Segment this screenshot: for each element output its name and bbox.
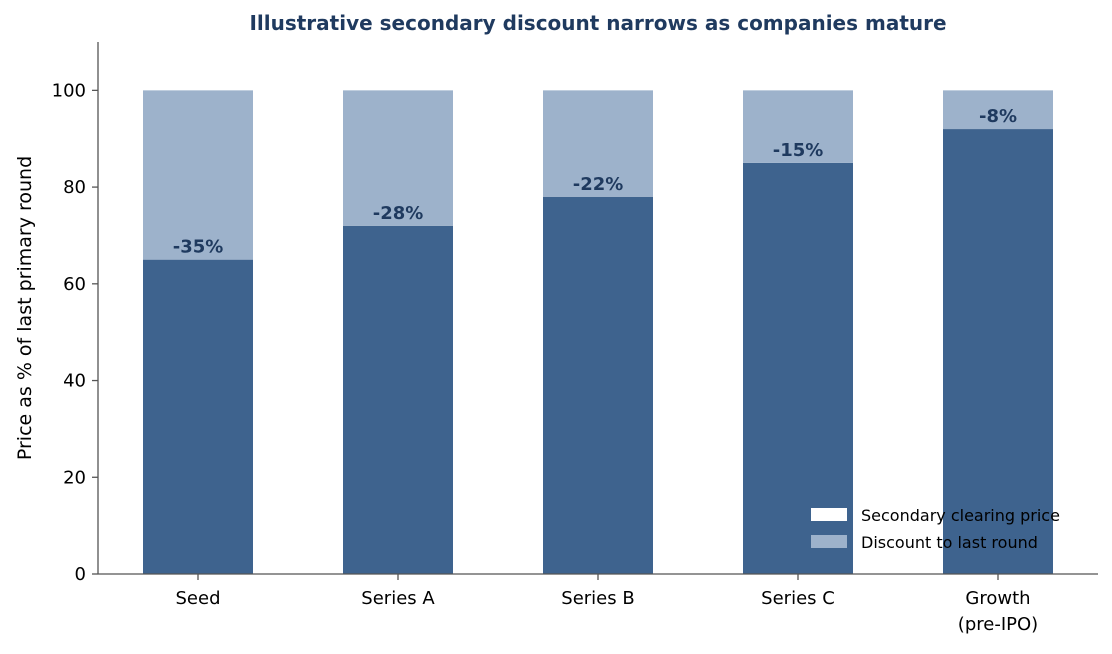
data-label: -28% xyxy=(373,203,424,224)
y-tick-label: 100 xyxy=(52,80,86,101)
x-tick-label: Growth xyxy=(965,588,1030,609)
x-tick-label: Series C xyxy=(761,588,835,609)
bar-secondary-price xyxy=(943,129,1053,574)
y-tick-label: 20 xyxy=(63,467,86,488)
legend-label: Secondary clearing price xyxy=(861,506,1060,525)
bar-discount xyxy=(143,90,253,260)
x-tick-label: Seed xyxy=(176,588,221,609)
bar-secondary-price xyxy=(743,162,853,574)
y-tick-label: 60 xyxy=(63,274,86,295)
data-label: -8% xyxy=(979,106,1017,127)
bar-secondary-price xyxy=(543,196,653,574)
legend: Secondary clearing price Discount to last… xyxy=(811,506,1060,552)
y-tick-label: 0 xyxy=(75,564,86,585)
data-label: -22% xyxy=(573,174,624,195)
bar-discount xyxy=(943,90,1053,130)
x-tick-label: (pre-IPO) xyxy=(958,614,1038,635)
bar-discount xyxy=(743,90,853,163)
bar-discount xyxy=(543,90,653,197)
y-tick-label: 40 xyxy=(63,371,86,392)
chart-title: Illustrative secondary discount narrows … xyxy=(249,11,946,35)
data-label: -35% xyxy=(173,237,224,258)
bar-secondary-price xyxy=(143,259,253,574)
bar-secondary-price xyxy=(343,225,453,575)
y-axis-label: Price as % of last primary round xyxy=(14,156,36,460)
legend-swatch-discount xyxy=(811,535,847,548)
data-label: -15% xyxy=(773,140,824,161)
x-tick-label: Series A xyxy=(361,588,435,609)
bar-discount xyxy=(343,90,453,226)
x-tick-label: Series B xyxy=(561,588,634,609)
y-tick-label: 80 xyxy=(63,177,86,198)
legend-swatch-secondary xyxy=(811,508,847,521)
plot-area: -35% -28% -22% -15% -8% 0 20 40 60 80 100 Seed Serie… xyxy=(52,42,1098,635)
legend-label: Discount to last round xyxy=(861,533,1038,552)
